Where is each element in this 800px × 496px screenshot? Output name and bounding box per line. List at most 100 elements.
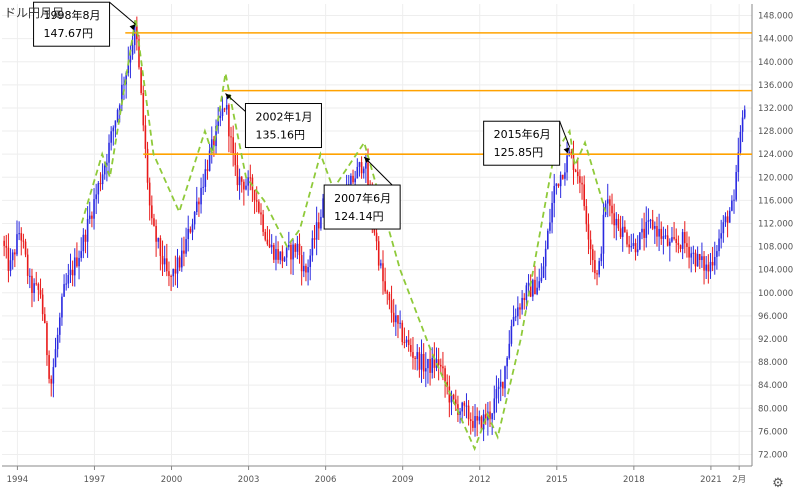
candle-up [133,25,136,46]
candle-up [54,349,57,368]
trend-line [80,18,607,452]
candle-up [172,268,175,277]
candle-down [367,162,369,188]
candle-down [643,228,645,238]
y-tick-label: 104.000 [758,266,793,276]
candle-up [713,256,716,266]
candle-down [698,254,701,261]
candle-up [292,244,294,260]
candle-down [151,205,153,219]
candle-down [467,405,470,420]
candle-up [157,238,160,242]
candle-up [420,353,423,370]
y-tick-label: 108.000 [758,243,793,253]
candle-down [469,419,472,421]
candle-up [425,368,427,372]
candle-down [583,184,585,207]
candle-down [48,355,50,379]
candle-down [585,206,588,225]
candle-up [553,185,556,203]
candle-down [382,263,384,282]
candle-down [240,176,243,182]
candle-down [251,177,254,191]
candle-up [131,45,134,55]
candle-up [431,357,434,373]
candle-down [480,416,483,430]
candle-down [258,201,260,213]
candle-up [514,316,517,318]
candle-down [178,257,181,268]
candle-up [185,239,187,254]
candle-down [392,312,395,323]
candle-down [694,252,697,267]
candle-up [103,165,106,175]
candle-down [232,137,234,154]
candle-down [579,176,581,183]
candle-down [14,252,16,255]
candle-up [461,402,463,412]
candle-down [298,243,301,256]
candle-down [384,281,386,292]
candle-down [140,67,142,94]
candle-down [39,289,42,295]
candle-up [671,237,673,242]
candle-down [281,251,284,262]
candle-down [448,386,451,403]
candle-down [452,394,455,400]
gear-icon[interactable]: ⚙ [772,476,784,491]
annotation-box [483,120,561,166]
candle-down [228,105,230,137]
candle-down [352,175,354,183]
candle-up [538,281,541,288]
candle-up [636,249,639,253]
candle-up [29,275,31,277]
candle-up [58,317,61,335]
candle-up [101,174,104,185]
candle-up [350,175,352,185]
candle-down [442,366,444,369]
y-tick-label: 136.000 [758,81,793,91]
annotation-arrow [559,121,571,148]
candle-down [613,213,615,226]
candle-down [570,151,573,154]
candle-up [163,258,166,265]
candle-up [645,221,648,238]
candle-up [88,215,91,219]
candle-down [213,139,215,147]
candle-down [596,273,598,275]
candle-up [632,243,635,247]
candle-down [437,359,440,365]
candle-up [65,283,68,285]
candle-down [5,245,8,248]
candle-up [559,174,562,187]
candle-up [630,246,633,248]
candle-up [82,234,85,252]
candle-up [716,251,718,257]
candle-down [591,249,594,261]
candle-up [288,244,290,248]
candle-down [611,205,613,214]
candle-up [427,359,429,369]
candle-down [168,271,170,276]
candle-down [155,225,157,242]
candle-up [125,72,127,85]
candle-up [129,54,132,63]
candle-up [219,116,222,119]
candle-up [285,247,288,258]
candle-down [666,235,669,246]
candle-down [360,162,363,174]
candle-down [84,234,87,242]
candle-down [91,215,93,219]
candle-up [544,248,547,267]
candle-up [191,224,194,233]
candle-up [52,367,55,384]
candle-down [273,245,275,260]
candle-up [649,219,652,221]
annotation-text: 147.67円 [44,27,94,40]
candle-up [97,183,100,195]
candle-down [161,255,164,265]
candle-down [489,411,491,420]
candle-down [166,258,168,272]
